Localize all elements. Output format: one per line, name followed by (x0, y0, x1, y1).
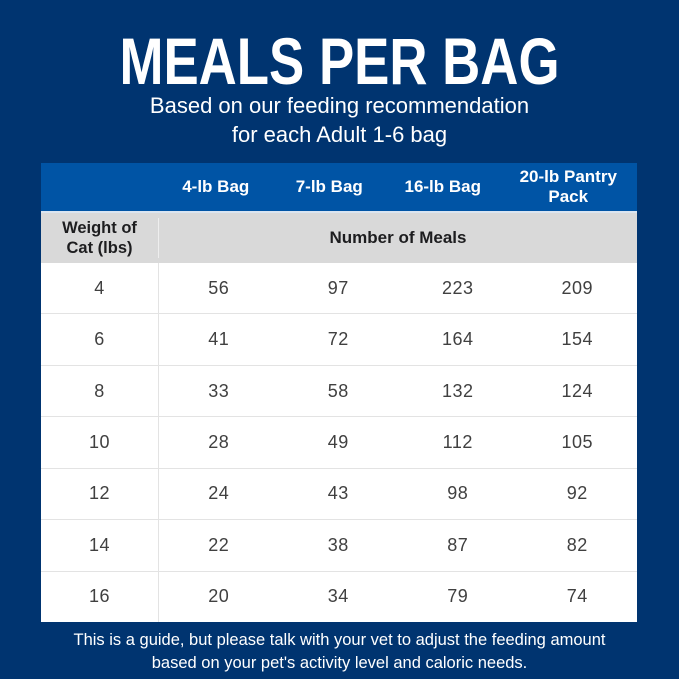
weight-cell: 14 (41, 520, 159, 571)
weight-cell: 10 (41, 417, 159, 468)
data-cell: 154 (561, 329, 594, 350)
data-cell: 124 (561, 380, 594, 401)
table-subheader-row: Weight of Cat (lbs) Number of Meals (41, 213, 637, 263)
data-cell: 105 (561, 431, 594, 452)
data-cell: 56 (208, 277, 230, 298)
data-cell: 43 (327, 483, 349, 504)
data-cell: 49 (327, 431, 349, 452)
footnote-line-1: This is a guide, but please talk with yo… (73, 631, 606, 649)
subtitle: Based on our feeding recommendation for … (0, 91, 679, 149)
data-cell: 33 (208, 380, 230, 401)
data-cell: 72 (327, 329, 349, 350)
weight-cell: 8 (41, 365, 159, 417)
weight-of-cat-header: Weight of Cat (lbs) (41, 218, 159, 258)
data-cell: 82 (566, 534, 588, 555)
data-cell: 92 (566, 483, 588, 504)
data-cell: 164 (441, 329, 474, 350)
data-cell: 223 (441, 277, 474, 298)
table-row: 6 41 72 164 154 (41, 313, 637, 365)
subtitle-line-1: Based on our feeding recommendation (149, 93, 530, 118)
data-cell: 112 (442, 431, 473, 452)
data-cell: 79 (447, 586, 469, 607)
table-row: 16 20 34 79 74 (41, 570, 637, 622)
column-header-16lb-bag: 16-lb Bag (404, 177, 482, 196)
weight-cell: 6 (41, 314, 159, 365)
data-cell: 97 (327, 277, 349, 298)
column-header-20lb-pantry-pack: 20-lb Pantry Pack (519, 167, 617, 206)
number-of-meals-header: Number of Meals (329, 228, 467, 247)
data-cell: 209 (561, 277, 594, 298)
table-row: 4 56 97 223 209 (41, 263, 637, 314)
weight-cell: 16 (41, 571, 159, 622)
column-header-4lb-bag: 4-lb Bag (182, 177, 250, 196)
table-row: 10 28 49 112 105 (41, 416, 637, 468)
subtitle-line-2: for each Adult 1-6 bag (231, 122, 448, 147)
table-row: 8 33 58 132 124 (41, 364, 637, 417)
meals-table: 4-lb Bag 7-lb Bag 16-lb Bag 20-lb Pantry… (41, 163, 637, 622)
data-cell: 58 (327, 380, 349, 401)
page-title: MEALS PER BAG (119, 24, 560, 98)
weight-cell: 12 (41, 468, 159, 520)
data-cell: 38 (327, 534, 349, 555)
footnote: This is a guide, but please talk with yo… (0, 629, 679, 675)
data-cell: 132 (441, 380, 474, 401)
data-cell: 41 (208, 329, 230, 350)
data-cell: 20 (208, 586, 230, 607)
data-cell: 74 (566, 586, 588, 607)
footnote-line-2: based on your pet's activity level and c… (151, 654, 528, 672)
table-row: 14 22 38 87 82 (41, 519, 637, 571)
data-cell: 98 (447, 483, 469, 504)
data-cell: 87 (447, 534, 469, 555)
column-header-7lb-bag: 7-lb Bag (295, 177, 363, 196)
data-cell: 28 (208, 431, 230, 452)
data-cell: 22 (208, 534, 230, 555)
data-cell: 34 (327, 586, 349, 607)
data-cell: 24 (208, 483, 230, 504)
weight-cell: 4 (41, 263, 159, 314)
table-row: 12 24 43 98 92 (41, 467, 637, 520)
table-header-row: 4-lb Bag 7-lb Bag 16-lb Bag 20-lb Pantry… (41, 163, 637, 213)
